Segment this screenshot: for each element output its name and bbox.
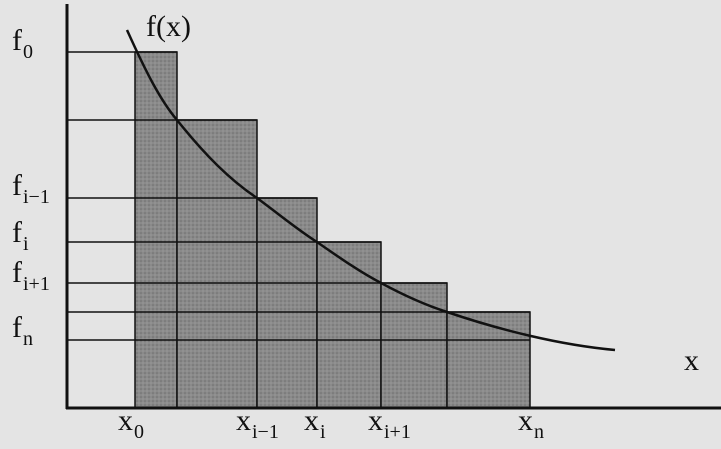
rectangle	[256, 197, 318, 409]
rectangle	[134, 51, 178, 409]
label-subscript: i+1	[23, 273, 50, 295]
label-main: x	[304, 404, 319, 437]
label: xi	[304, 404, 326, 443]
label: fi+1	[12, 256, 50, 295]
curve	[125, 29, 616, 352]
label-subscript: i	[320, 421, 326, 443]
level-lines	[67, 51, 530, 341]
label-subscript: i−1	[23, 186, 50, 208]
x-labels: x0 xi−1 xi xi+1 xn	[118, 404, 544, 443]
label-main: f	[12, 169, 22, 202]
label: f0	[12, 24, 33, 63]
label-subscript: i	[23, 233, 29, 255]
rectangle	[446, 311, 531, 409]
label-main: x	[518, 404, 533, 437]
label-main: f	[12, 216, 22, 249]
label-subscript: i+1	[384, 421, 411, 443]
label-subscript: n	[23, 328, 33, 350]
label: x0	[118, 404, 144, 443]
label-subscript: 0	[23, 41, 33, 63]
label-main: f	[12, 256, 22, 289]
rectangle	[316, 241, 382, 409]
label-main: f	[12, 311, 22, 344]
label: xi−1	[236, 404, 279, 443]
label-main: f	[12, 24, 22, 57]
rectangle	[380, 282, 448, 409]
label: xi+1	[368, 404, 411, 443]
label-main: x	[118, 404, 133, 437]
axis-label: x	[684, 344, 699, 377]
label: fn	[12, 311, 33, 350]
label: xn	[518, 404, 544, 443]
label-subscript: 0	[134, 421, 144, 443]
label: fi	[12, 216, 29, 255]
label-subscript: n	[534, 421, 544, 443]
label: fi−1	[12, 169, 50, 208]
label-main: x	[368, 404, 383, 437]
label-subscript: i−1	[252, 421, 279, 443]
label-main: x	[236, 404, 251, 437]
curve-label: f(x)	[146, 10, 191, 43]
